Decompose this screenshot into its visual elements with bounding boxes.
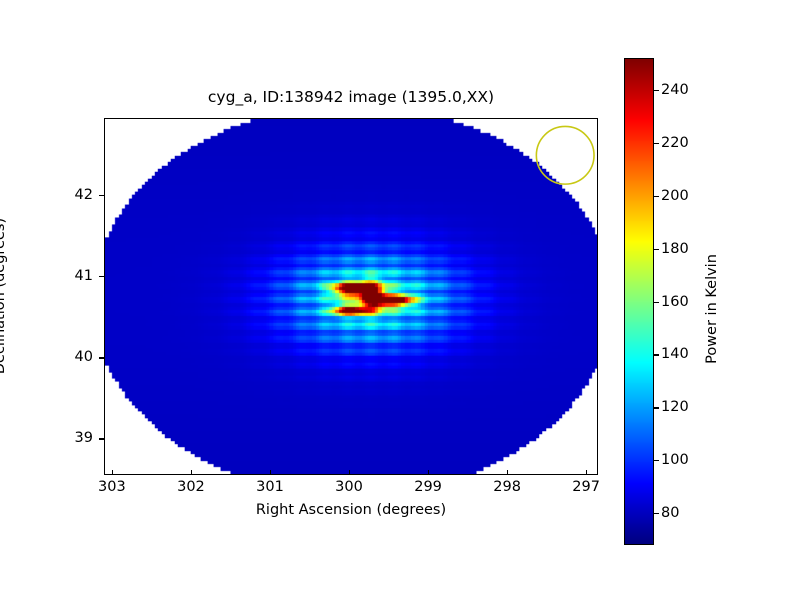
y-tick-label: 40 bbox=[74, 349, 93, 366]
colorbar-tick bbox=[654, 142, 659, 144]
colorbar-label: Power in Kelvin bbox=[704, 199, 720, 364]
colorbar-tick bbox=[654, 354, 659, 356]
y-tick bbox=[99, 357, 104, 359]
colorbar-tick bbox=[654, 248, 659, 250]
colorbar-tick-label: 100 bbox=[661, 452, 689, 469]
x-tick bbox=[349, 470, 351, 475]
colorbar-tick-label: 80 bbox=[661, 505, 680, 522]
x-tick-label: 302 bbox=[177, 479, 205, 495]
y-tick bbox=[99, 195, 104, 197]
y-tick-label: 41 bbox=[74, 268, 93, 285]
sky-image-heatmap bbox=[105, 119, 597, 474]
colorbar-tick-label: 240 bbox=[661, 81, 689, 98]
x-tick-label: 299 bbox=[414, 479, 442, 495]
x-tick bbox=[586, 470, 588, 475]
x-tick bbox=[111, 470, 114, 475]
colorbar-tick bbox=[654, 195, 659, 197]
x-tick-label: 300 bbox=[335, 479, 363, 495]
colorbar-tick-label: 160 bbox=[661, 293, 689, 310]
x-tick bbox=[269, 470, 272, 475]
colorbar-label-text: Power in Kelvin bbox=[704, 254, 720, 364]
colorbar-tick-label: 140 bbox=[661, 346, 689, 363]
colorbar[interactable] bbox=[624, 58, 654, 545]
colorbar-tick bbox=[654, 301, 659, 303]
page-title: cyg_a, ID:138942 image (1395.0,XX) bbox=[207, 88, 495, 106]
colorbar-tick-label: 120 bbox=[661, 399, 689, 416]
y-tick bbox=[99, 276, 104, 278]
x-tick-label: 301 bbox=[256, 479, 284, 495]
colorbar-tick bbox=[654, 89, 659, 91]
colorbar-tick-label: 180 bbox=[661, 240, 689, 257]
colorbar-tick bbox=[654, 460, 659, 462]
x-tick-label: 298 bbox=[493, 479, 521, 495]
colorbar-tick bbox=[654, 407, 659, 409]
x-tick bbox=[428, 470, 430, 475]
y-tick-label: 39 bbox=[74, 430, 93, 447]
x-axis-label: Right Ascension (degrees) bbox=[255, 502, 447, 518]
colorbar-tick-label: 200 bbox=[661, 187, 689, 204]
x-tick-label: 297 bbox=[572, 479, 600, 495]
y-axis-label-text: Declination (degrees) bbox=[0, 217, 8, 375]
y-tick-label: 42 bbox=[74, 187, 93, 204]
colorbar-gradient bbox=[625, 59, 653, 544]
x-tick bbox=[190, 470, 193, 475]
y-axis-label: Declination (degrees) bbox=[0, 140, 8, 374]
colorbar-tick bbox=[654, 513, 659, 515]
x-tick-label: 303 bbox=[98, 479, 126, 495]
sky-image-axes[interactable] bbox=[104, 118, 598, 475]
x-tick bbox=[507, 470, 509, 475]
colorbar-tick-label: 220 bbox=[661, 134, 689, 151]
y-tick bbox=[99, 438, 104, 440]
